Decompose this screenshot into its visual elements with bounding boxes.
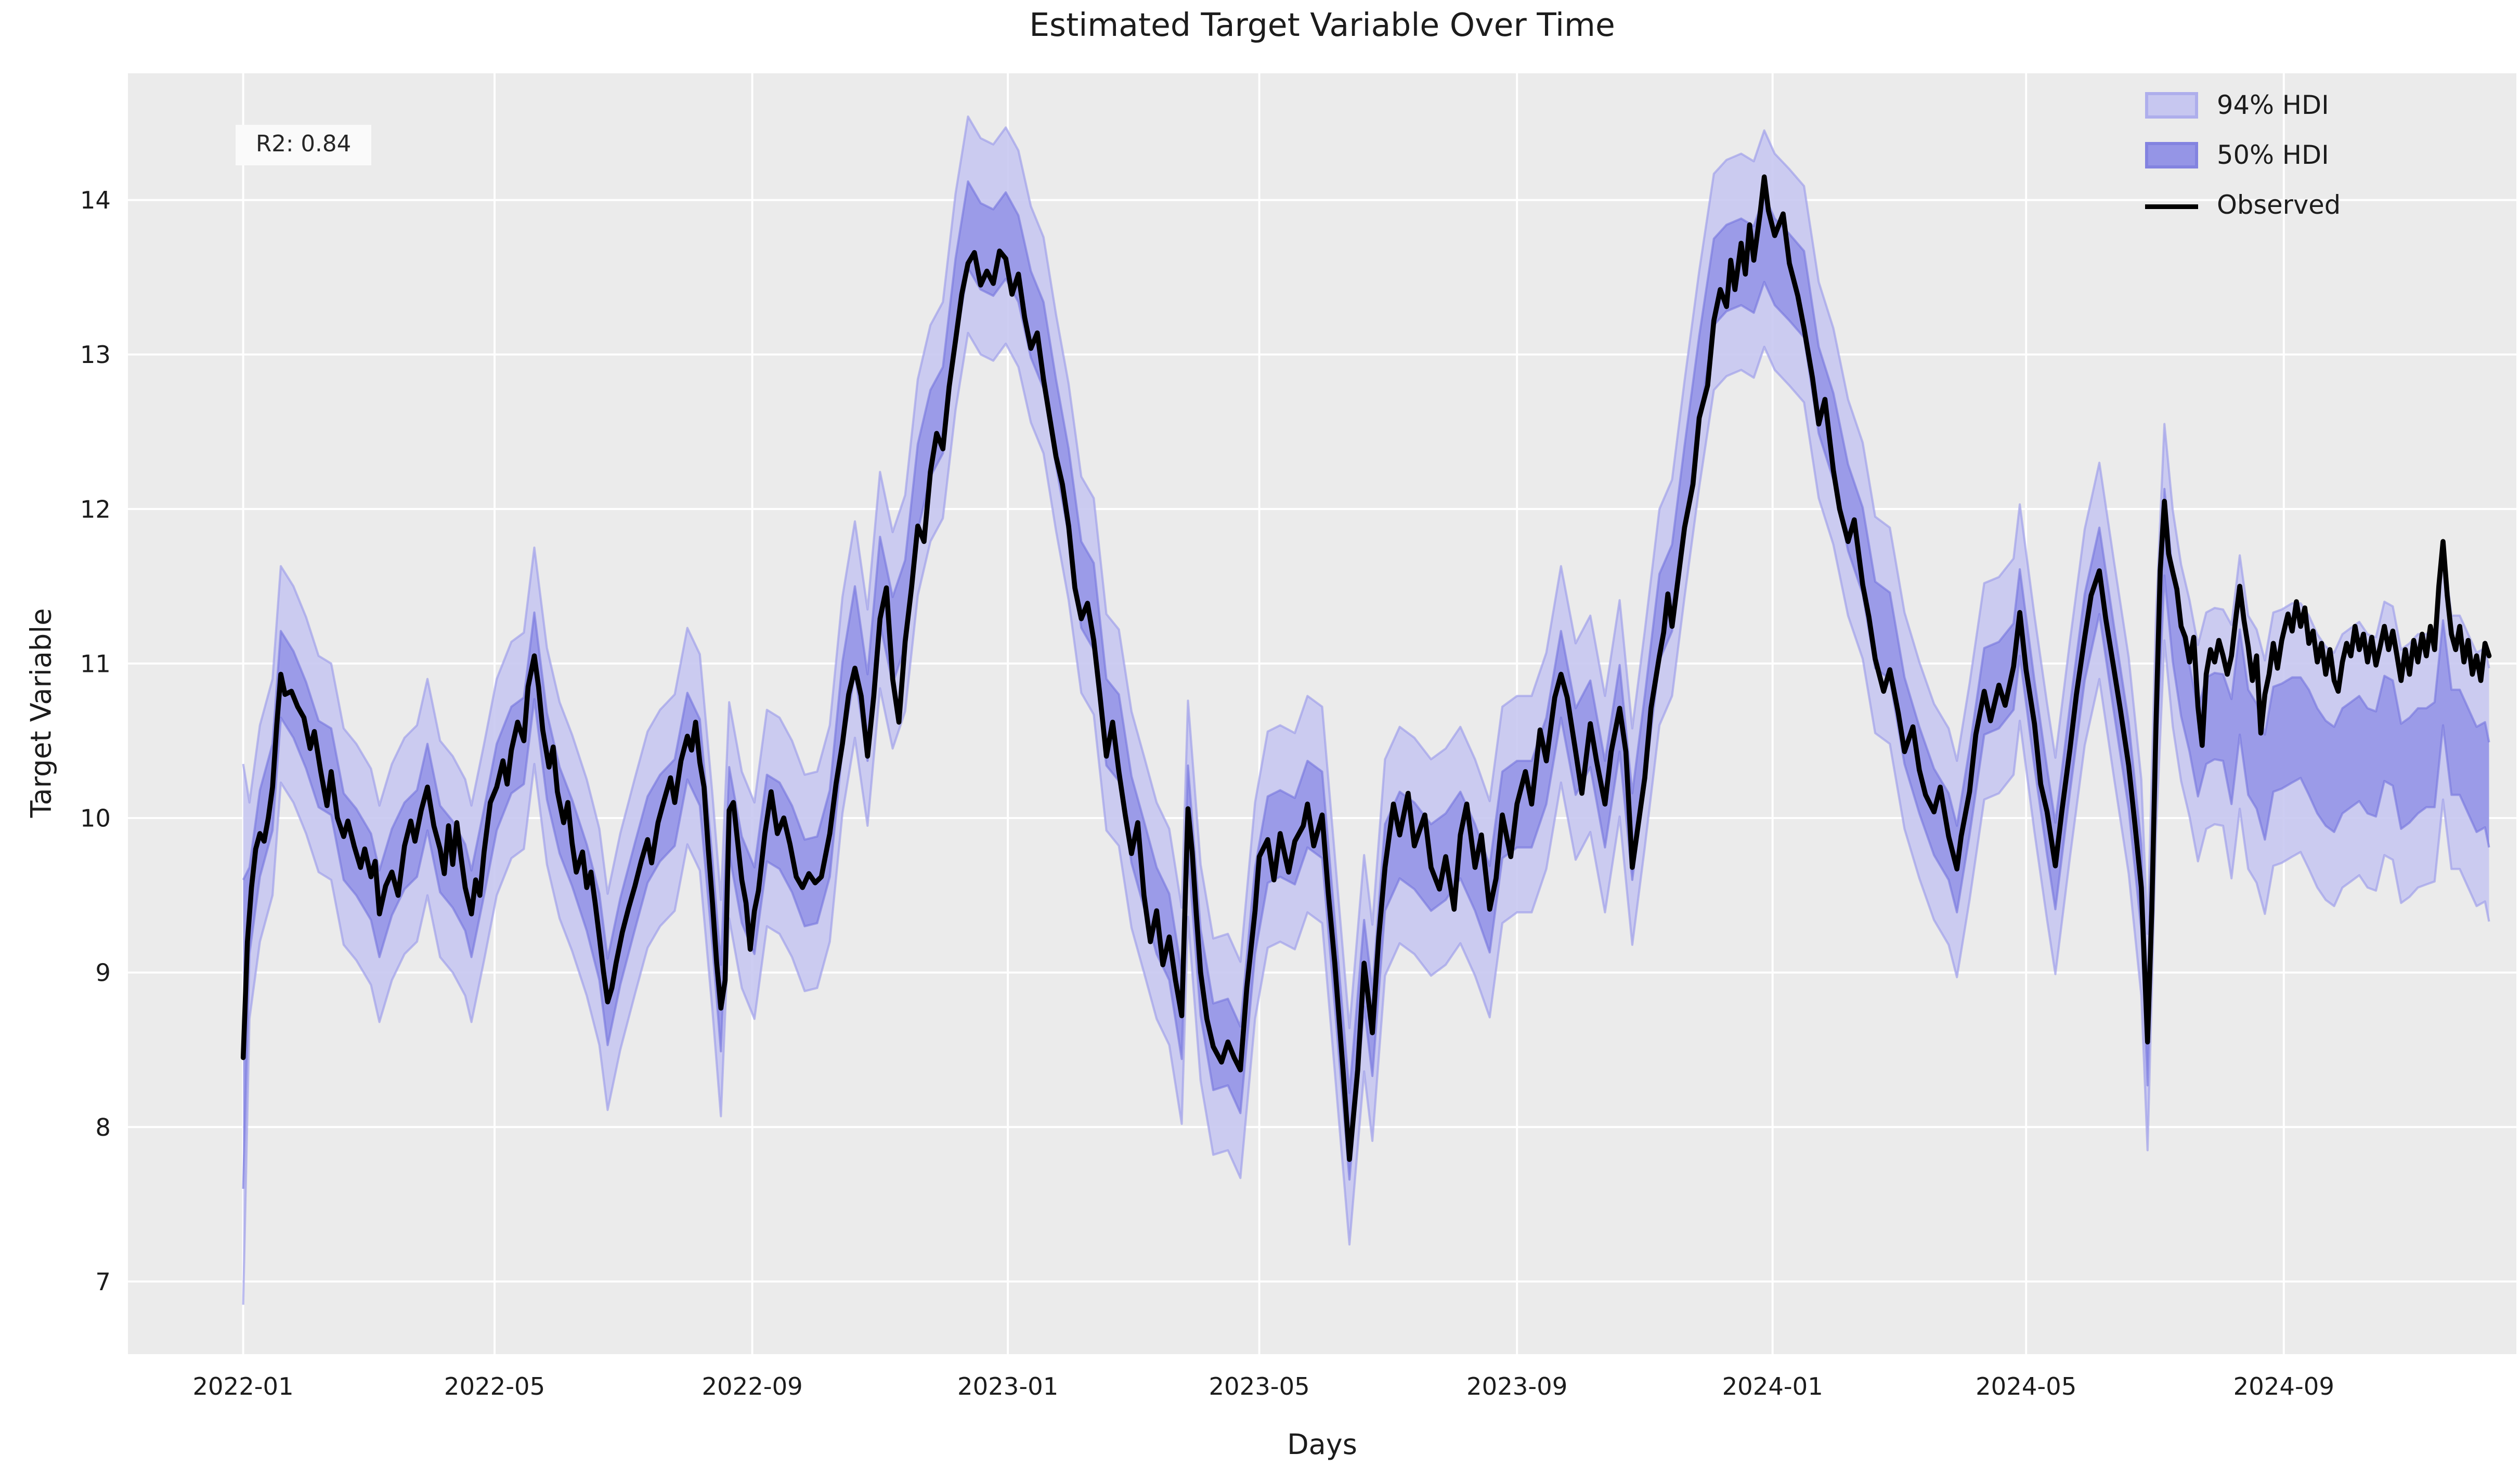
x-tick-label: 2024-05 <box>1976 1372 2076 1400</box>
y-tick-label: 12 <box>80 495 111 523</box>
hdi94-band-edge <box>242 115 2490 1030</box>
legend-item-observed: Observed <box>2145 190 2341 220</box>
chart-title: Estimated Target Variable Over Time <box>1029 6 1615 44</box>
x-tick-label: 2022-09 <box>702 1372 802 1400</box>
50hdi-swatch-icon <box>2145 142 2198 168</box>
x-tick-label: 2024-01 <box>1722 1372 1823 1400</box>
hdi50-band-edge <box>242 267 2490 1189</box>
x-tick-label: 2022-01 <box>192 1372 293 1400</box>
hdi50-band-edge <box>242 180 2490 1094</box>
legend: 94% HDI 50% HDI Observed <box>2145 90 2341 240</box>
x-tick-label: 2023-09 <box>1466 1372 1567 1400</box>
y-tick-label: 11 <box>80 650 111 678</box>
hdi94-band-edge <box>242 332 2490 1305</box>
legend-label-observed: Observed <box>2217 190 2341 220</box>
r2-annotation: R2: 0.84 <box>236 125 372 165</box>
y-tick-label: 8 <box>95 1113 111 1141</box>
observed-line <box>240 174 2492 1162</box>
x-tick-label: 2023-05 <box>1209 1372 1309 1400</box>
y-tick-label: 14 <box>80 186 111 214</box>
x-axis-label: Days <box>1287 1429 1357 1462</box>
legend-item-50hdi: 50% HDI <box>2145 140 2341 170</box>
y-tick-label: 10 <box>80 804 111 833</box>
legend-item-94hdi: 94% HDI <box>2145 90 2341 120</box>
legend-label-94hdi: 94% HDI <box>2217 90 2329 120</box>
x-tick-label: 2024-09 <box>2233 1372 2334 1400</box>
y-axis-label: Target Variable <box>25 608 59 818</box>
y-tick-label: 13 <box>80 341 111 369</box>
x-tick-label: 2022-05 <box>444 1372 545 1400</box>
observed-line-swatch-icon <box>2145 203 2198 209</box>
94hdi-swatch-icon <box>2145 92 2198 119</box>
y-tick-label: 9 <box>95 959 111 987</box>
y-tick-label: 7 <box>95 1268 111 1296</box>
x-tick-label: 2023-01 <box>957 1372 1058 1400</box>
legend-label-50hdi: 50% HDI <box>2217 140 2329 170</box>
